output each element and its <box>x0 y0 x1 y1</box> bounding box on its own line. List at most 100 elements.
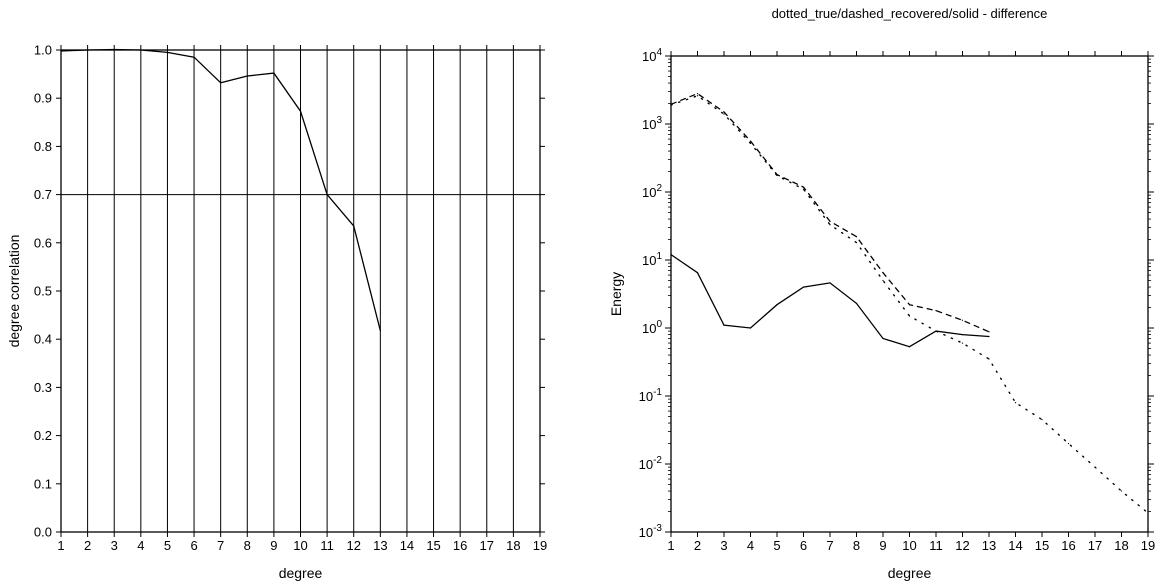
y-tick-label: 0.3 <box>34 380 52 395</box>
y-tick-exponent: -2 <box>653 455 662 466</box>
data-point-dotted <box>1041 418 1043 421</box>
data-point-dashed <box>988 331 990 333</box>
x-tick-label: 5 <box>164 538 171 553</box>
y-tick-label: 0.4 <box>34 332 52 347</box>
data-point-dotted <box>855 242 858 244</box>
y-tick-label: 0.9 <box>34 91 52 106</box>
data-point-dotted <box>1094 466 1096 468</box>
data-point-solid <box>882 337 884 340</box>
x-tick-label: 12 <box>346 538 360 553</box>
y-tick-label: 103 <box>642 115 662 132</box>
data-point-solid <box>696 272 699 274</box>
x-tick-label: 8 <box>853 538 860 553</box>
data-point-solid <box>988 335 990 338</box>
y-tick-exponent: 2 <box>656 183 662 194</box>
x-tick-label: 15 <box>426 538 440 553</box>
x-tick-label: 11 <box>929 538 943 553</box>
x-tick-label: 9 <box>879 538 886 553</box>
data-point-dashed <box>882 272 884 274</box>
chart-title: dotted_true/dashed_recovered/solid - dif… <box>772 6 1048 21</box>
series-line-dashed <box>670 92 990 333</box>
data-point-dotted <box>829 224 831 226</box>
data-point-dashed <box>802 186 805 188</box>
x-tick-label: 9 <box>270 538 277 553</box>
data-point-solid <box>829 282 831 284</box>
x-tick-label: 6 <box>800 538 807 553</box>
data-point-dashed <box>829 220 831 222</box>
data-point-dashed <box>776 174 778 176</box>
data-point-dotted <box>723 113 725 115</box>
data-point <box>193 56 195 58</box>
x-tick-label: 10 <box>902 538 916 553</box>
data-point <box>273 72 275 74</box>
energy-chart: 1 2 3 4 5 6 7 8 9 10 11 12 13 14 15 16 17 18 1910-310-210-… <box>608 6 1155 581</box>
data-point-dotted <box>988 358 990 360</box>
x-tick-label: 17 <box>480 538 494 553</box>
data-point <box>379 329 381 332</box>
y-tick-label: 10-2 <box>639 455 663 472</box>
x-tick-label: 19 <box>1141 538 1155 553</box>
x-tick-label: 6 <box>190 538 197 553</box>
x-tick-label: 16 <box>1061 538 1075 553</box>
x-tick-label: 7 <box>217 538 224 553</box>
y-tick-exponent: -3 <box>653 523 662 534</box>
data-point-dotted <box>749 142 752 144</box>
x-tick-label: 3 <box>720 538 727 553</box>
y-tick-label: 0.0 <box>34 525 52 540</box>
data-point-dotted <box>882 279 884 282</box>
x-tick-label: 7 <box>826 538 833 553</box>
data-point-dotted <box>908 315 911 317</box>
data-point-solid <box>855 302 858 305</box>
y-tick-label: 101 <box>642 251 662 268</box>
y-tick-base: 10 <box>642 117 656 132</box>
x-tick-label: 14 <box>400 538 414 553</box>
data-point-dashed <box>749 140 752 142</box>
y-tick-label: 0.2 <box>34 428 52 443</box>
x-tick-label: 3 <box>111 538 118 553</box>
y-tick-label: 1.0 <box>34 43 52 58</box>
y-axis-label: Energy <box>608 272 624 316</box>
y-tick-exponent: 3 <box>656 115 662 126</box>
series-line-solid <box>670 254 990 348</box>
data-point-dotted <box>1067 442 1070 445</box>
y-tick-label: 0.7 <box>34 187 52 202</box>
x-tick-label: 5 <box>773 538 780 553</box>
x-tick-label: 15 <box>1035 538 1049 553</box>
y-tick-base: 10 <box>642 49 656 64</box>
x-tick-label: 4 <box>137 538 144 553</box>
y-tick-exponent: -1 <box>653 387 662 398</box>
y-tick-exponent: 0 <box>656 319 662 330</box>
x-tick-label: 13 <box>373 538 387 553</box>
data-point-solid <box>723 324 725 326</box>
x-tick-label: 1 <box>667 538 674 553</box>
y-tick-base: 10 <box>639 457 653 472</box>
x-tick-label: 2 <box>84 538 91 553</box>
data-point-dashed <box>908 304 911 306</box>
data-point <box>353 225 355 227</box>
y-tick-exponent: 4 <box>656 47 662 58</box>
data-point-dashed <box>696 92 699 95</box>
y-tick-base: 10 <box>642 321 656 336</box>
y-tick-label: 104 <box>642 47 662 64</box>
y-tick-exponent: 1 <box>656 251 662 262</box>
y-tick-label: 100 <box>642 319 662 336</box>
y-axis-label: degree correlation <box>6 235 22 348</box>
x-tick-label: 10 <box>293 538 307 553</box>
y-tick-label: 102 <box>642 183 662 200</box>
x-tick-label: 4 <box>747 538 754 553</box>
data-point-solid <box>776 304 778 306</box>
x-tick-label: 17 <box>1088 538 1102 553</box>
y-tick-base: 10 <box>642 253 656 268</box>
data-point-solid <box>749 327 752 329</box>
x-axis-label: degree <box>888 565 932 581</box>
x-tick-label: 18 <box>1114 538 1128 553</box>
y-tick-label: 10-1 <box>639 387 663 404</box>
plot-frame <box>60 49 541 533</box>
x-tick-label: 1 <box>57 538 64 553</box>
data-point-dashed <box>961 319 964 321</box>
correlation-chart: 1 2 3 4 5 6 7 8 9 10 11 12 13 14 15 16 17 18 190.00.10.20.… <box>6 43 547 581</box>
x-tick-label: 8 <box>244 538 251 553</box>
data-point <box>326 194 328 196</box>
y-tick-base: 10 <box>639 389 653 404</box>
